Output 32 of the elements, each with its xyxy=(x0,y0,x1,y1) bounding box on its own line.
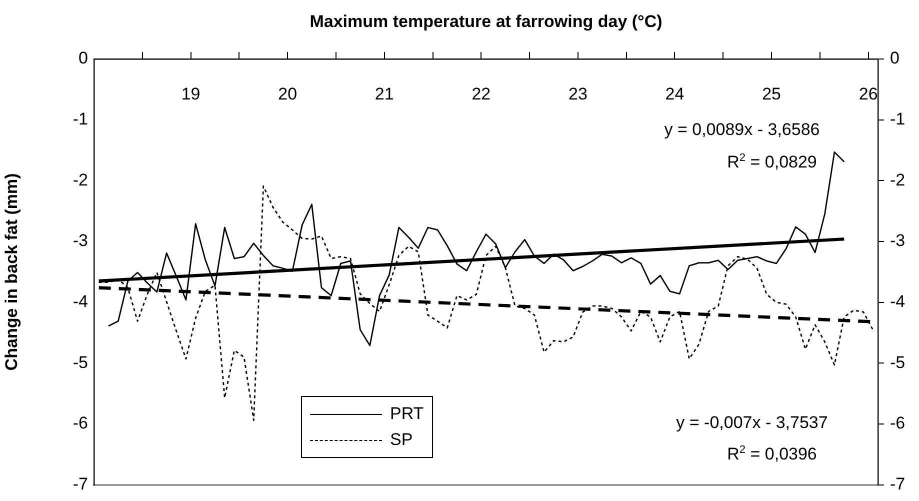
annotation: R$^{2}$ = 0,0396 xyxy=(727,444,817,465)
y2-tick-label: -1 xyxy=(890,110,906,129)
x2-axis-title: Maximum temperature at farrowing day (°C) xyxy=(310,12,662,31)
y-tick-label: -3 xyxy=(72,231,88,250)
y2-tick-label: 0 xyxy=(890,48,900,68)
y2-tick-label: -7 xyxy=(890,474,906,494)
legend-label: SP xyxy=(390,430,413,450)
legend-label: PRT xyxy=(390,404,424,424)
x2-tick-label: 22 xyxy=(472,84,491,104)
annotation: y = -0,007x - 3,7537 xyxy=(676,413,828,433)
y2-tick-label: -4 xyxy=(890,292,906,311)
x2-tick-label: 23 xyxy=(568,84,588,104)
x2-tick-label: 19 xyxy=(181,84,200,104)
y2-tick-label: -2 xyxy=(890,170,906,190)
x2-tick-label: 20 xyxy=(278,84,298,104)
y2-tick-label: -6 xyxy=(890,414,906,433)
y-tick-label: -2 xyxy=(72,170,88,190)
y-tick-label: -1 xyxy=(72,110,88,129)
x2-tick-label: 24 xyxy=(665,84,684,104)
y2-tick-label: -5 xyxy=(890,352,906,372)
annotation: y = 0,0089x - 3,6586 xyxy=(664,120,820,140)
y-tick-label: -7 xyxy=(72,474,88,494)
y-tick-label: -6 xyxy=(72,414,88,433)
y-axis-title: Change in back fat (mm) xyxy=(2,173,21,371)
y-tick-label: -4 xyxy=(72,292,88,311)
y2-tick-label: -3 xyxy=(890,231,906,250)
x2-tick-label: 26 xyxy=(858,84,878,104)
x2-tick-label: 25 xyxy=(762,84,781,104)
y-tick-label: -5 xyxy=(72,352,88,372)
x2-tick-label: 21 xyxy=(374,84,394,104)
annotation: R$^{2}$ = 0,0829 xyxy=(727,152,817,173)
y-tick-label: 0 xyxy=(78,48,88,68)
